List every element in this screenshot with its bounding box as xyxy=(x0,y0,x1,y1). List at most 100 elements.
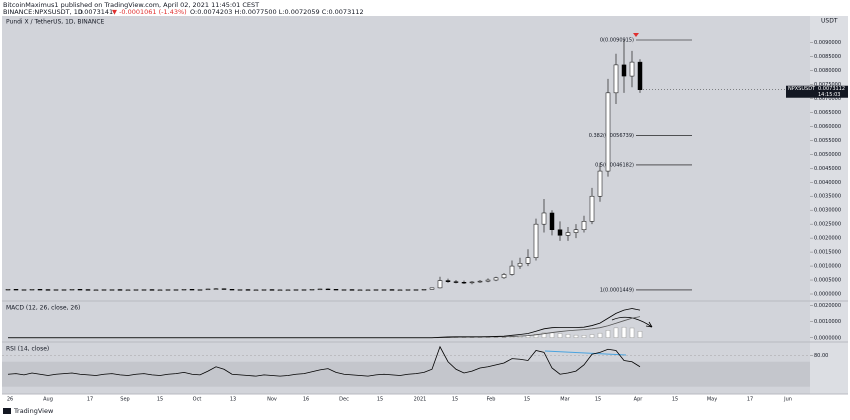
candle-body xyxy=(517,263,523,267)
histogram-bar xyxy=(533,333,539,338)
y-tick-label: 0.0020000 xyxy=(814,303,841,309)
candle-body xyxy=(349,289,355,291)
candle-body xyxy=(405,289,411,291)
y-tick-label: 0.0090000 xyxy=(814,40,841,46)
x-tick-label: Dec xyxy=(339,397,349,403)
fib-label: 0.5(0.0046182) xyxy=(595,162,634,168)
x-tick-label: 15 xyxy=(377,397,383,403)
x-tick-label: Aug xyxy=(43,397,53,403)
candle-body xyxy=(461,282,467,284)
candle-body xyxy=(397,289,403,291)
candle-body xyxy=(197,289,203,291)
candle-body xyxy=(141,289,147,291)
x-tick-label: 16 xyxy=(303,397,309,403)
candle-body xyxy=(5,289,11,291)
fib-label: 0.382(0.0056739) xyxy=(589,133,634,139)
candle-body xyxy=(437,280,443,289)
candle-body xyxy=(413,289,419,291)
candle-body xyxy=(325,288,331,291)
x-tick-label: 15 xyxy=(157,397,163,403)
x-tick-label: 15 xyxy=(452,397,458,403)
candle-body xyxy=(429,287,435,290)
macd-line xyxy=(8,308,641,339)
y-tick-label: 0.0045000 xyxy=(814,166,841,172)
histogram-bar xyxy=(589,334,595,338)
header-symbol: BINANCE:NPXSUSDT, 1D xyxy=(3,8,83,16)
candle-body xyxy=(277,289,283,291)
pane-title: RSI (14, close) xyxy=(6,346,49,353)
marker xyxy=(633,33,639,37)
candle-body xyxy=(573,229,579,233)
histogram-bar xyxy=(565,334,571,338)
candle-body xyxy=(53,289,59,291)
x-tick-label: 15 xyxy=(672,397,678,403)
candle-body xyxy=(445,280,451,282)
candle-body xyxy=(365,289,371,291)
x-tick-label: 15 xyxy=(524,397,530,403)
x-tick-label: 13 xyxy=(230,397,236,403)
price-axis xyxy=(810,16,848,394)
header-line: BitcoinMaximus1 published on TradingView… xyxy=(3,1,259,9)
candle-body xyxy=(229,289,235,291)
logo-icon xyxy=(3,408,11,414)
footer-logo: TradingView xyxy=(3,407,54,415)
y-tick-label: 0.0030000 xyxy=(814,208,841,214)
candle-body xyxy=(213,288,219,290)
candle-body xyxy=(565,232,571,236)
histogram-bar xyxy=(541,332,547,338)
y-tick-label: 0.0085000 xyxy=(814,54,841,60)
y-tick-label: 0.0070000 xyxy=(814,96,841,102)
x-tick-label: May xyxy=(707,397,717,403)
candle-body xyxy=(61,289,67,291)
candle-body xyxy=(125,289,131,291)
x-tick-label: 26 xyxy=(7,397,13,403)
candle-body xyxy=(629,61,635,77)
histogram-bar xyxy=(573,334,579,338)
candle-body xyxy=(549,212,555,230)
candle-body xyxy=(509,265,515,275)
candle-body xyxy=(117,289,123,291)
candle-body xyxy=(261,289,267,291)
header-ohlc: O:0.0074203 H:0.0077500 L:0.0072059 C:0.… xyxy=(190,8,364,16)
y-tick-label: 0.0035000 xyxy=(814,194,841,200)
candle-body xyxy=(45,289,51,291)
annotation-arrowhead xyxy=(645,321,653,328)
histogram-bar xyxy=(613,327,619,338)
candle-body xyxy=(29,289,35,291)
x-tick-label: 15 xyxy=(595,397,601,403)
candle-body xyxy=(533,223,539,258)
candle-body xyxy=(85,289,91,291)
candle-body xyxy=(589,195,595,222)
candle-body xyxy=(173,289,179,291)
x-tick-label: 17 xyxy=(87,397,93,403)
y-tick-label: 0.0065000 xyxy=(814,110,841,116)
candle-body xyxy=(269,289,275,291)
rsi-line xyxy=(7,345,641,377)
candle-body xyxy=(541,212,547,225)
y-tick-label: 0.0010000 xyxy=(814,264,841,270)
candle-body xyxy=(597,170,603,197)
candle-body xyxy=(181,289,187,291)
candle-body xyxy=(189,289,195,291)
histogram-bar xyxy=(621,326,627,338)
candle-body xyxy=(77,289,83,291)
candle-body xyxy=(581,221,587,230)
candle-body xyxy=(373,289,379,291)
histogram-bar xyxy=(581,335,587,338)
candle-body xyxy=(477,280,483,283)
candle-body xyxy=(157,289,163,291)
candle-body xyxy=(149,289,155,291)
y-tick-label: 0.0010000 xyxy=(814,319,841,325)
trend-line xyxy=(544,350,627,356)
plot-area xyxy=(2,16,810,394)
y-tick-label: 0.0040000 xyxy=(814,180,841,186)
histogram-bar xyxy=(605,330,611,338)
annotation-arrow xyxy=(611,316,653,328)
candle-body xyxy=(301,289,307,291)
candle-body xyxy=(109,289,115,291)
x-tick-label: Nov xyxy=(267,397,277,403)
candle-body xyxy=(133,289,139,291)
y-tick-label: 0.0080000 xyxy=(814,68,841,74)
candle-body xyxy=(293,289,299,291)
header-last: 0.0073141 xyxy=(78,8,113,16)
